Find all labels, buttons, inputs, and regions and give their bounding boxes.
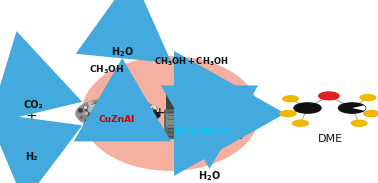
Circle shape: [280, 111, 296, 117]
FancyBboxPatch shape: [204, 89, 244, 117]
Wedge shape: [352, 105, 366, 111]
Circle shape: [339, 103, 366, 113]
Text: DME: DME: [318, 134, 343, 144]
Circle shape: [76, 98, 158, 129]
Circle shape: [319, 92, 339, 100]
Circle shape: [38, 140, 55, 146]
Text: +: +: [26, 109, 37, 123]
Circle shape: [6, 86, 22, 92]
Circle shape: [34, 89, 50, 95]
Ellipse shape: [81, 56, 259, 171]
Circle shape: [283, 96, 298, 102]
Text: $\mathbf{CH_3OH + CH_3OH}$: $\mathbf{CH_3OH + CH_3OH}$: [154, 56, 229, 68]
Bar: [166, 89, 243, 139]
Circle shape: [294, 103, 321, 113]
Circle shape: [8, 140, 25, 146]
Text: Al-Zr-SBA-15: Al-Zr-SBA-15: [175, 127, 230, 136]
Circle shape: [364, 111, 378, 117]
Circle shape: [360, 95, 376, 101]
FancyBboxPatch shape: [164, 109, 213, 139]
Text: $\mathbf{H_2O}$: $\mathbf{H_2O}$: [198, 169, 221, 182]
Text: CuZnAl: CuZnAl: [99, 115, 135, 124]
Text: CO₂: CO₂: [23, 100, 43, 110]
Text: +: +: [154, 107, 166, 120]
Text: H₂: H₂: [25, 152, 37, 162]
Text: $\mathbf{CH_3OH}$: $\mathbf{CH_3OH}$: [88, 64, 124, 76]
Circle shape: [293, 120, 308, 126]
Text: $\mathbf{H_2O}$: $\mathbf{H_2O}$: [111, 45, 134, 59]
Circle shape: [22, 79, 41, 86]
FancyBboxPatch shape: [166, 114, 200, 128]
Circle shape: [351, 120, 367, 126]
